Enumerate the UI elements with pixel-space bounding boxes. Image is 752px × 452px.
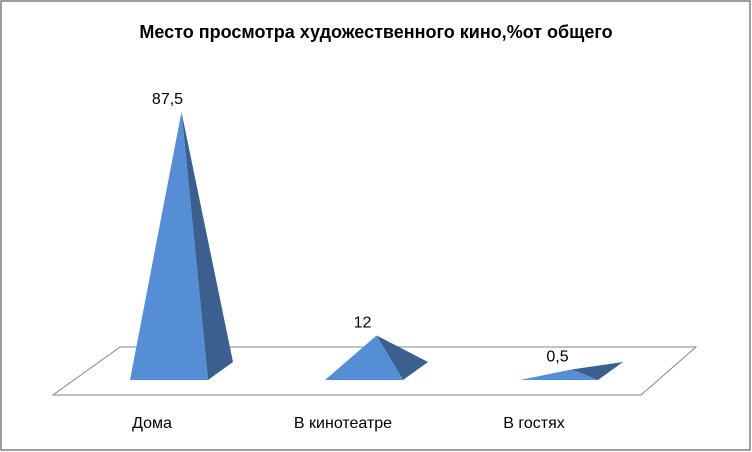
pyramid-front [325, 335, 403, 380]
pyramid-front [130, 112, 208, 380]
value-label: 87,5 [152, 91, 183, 108]
x-tick-label: Дома [132, 415, 172, 432]
pyramid-side [571, 362, 623, 380]
pyramid-side [181, 112, 233, 380]
chart-title: Место просмотра художественного кино,%от… [139, 22, 612, 42]
pyramid-front [520, 369, 598, 380]
x-tick-label: В гостях [503, 415, 565, 432]
pyramid-side [376, 335, 428, 380]
value-label: 12 [354, 314, 372, 331]
value-label: 0,5 [546, 349, 568, 366]
x-tick-label: В кинотеатре [294, 415, 392, 432]
